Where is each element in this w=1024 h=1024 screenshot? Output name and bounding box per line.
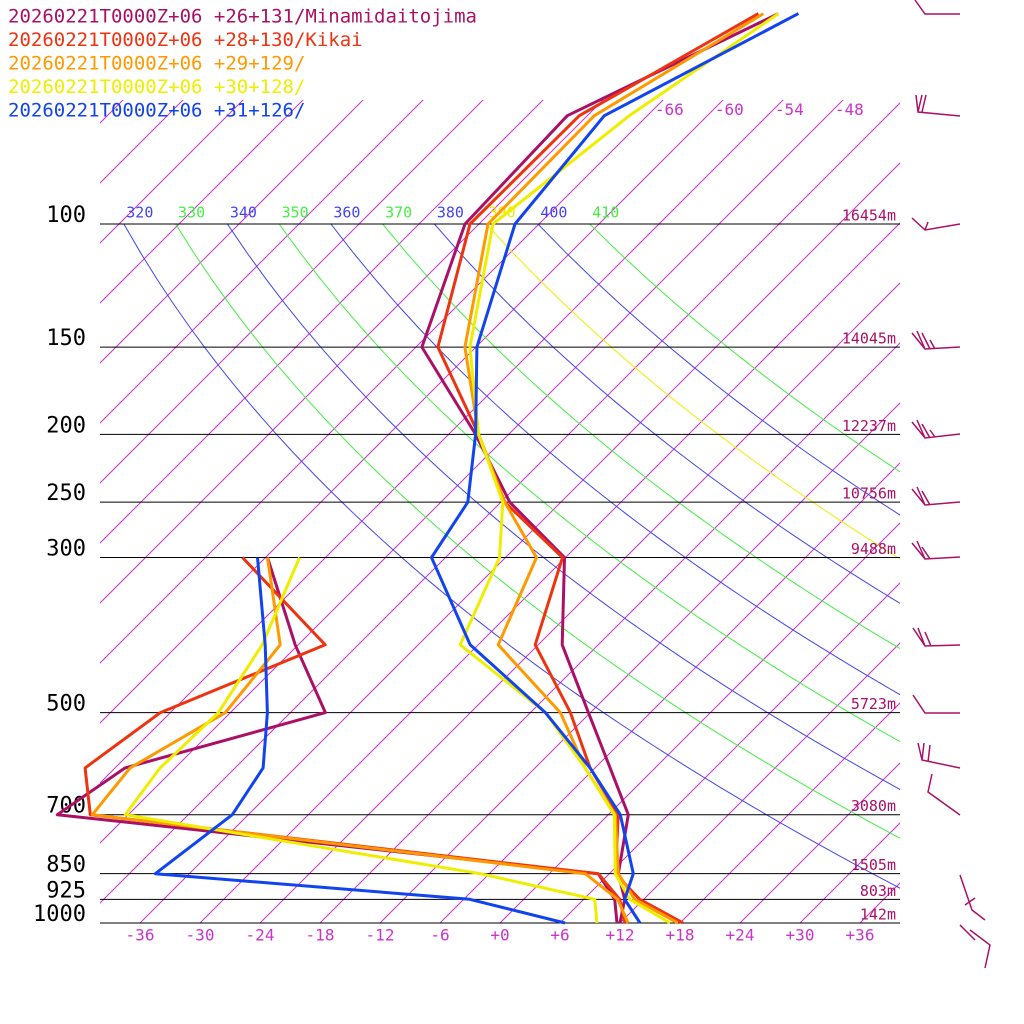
x-tick-label: +24 [726, 926, 755, 945]
pressure-label: 100 [46, 203, 86, 228]
x-tick-label: +36 [846, 926, 875, 945]
pressure-label: 200 [46, 413, 86, 438]
isotherm-label: -66 [655, 100, 684, 119]
legend-entry: 20260221T0000Z+06 +26+131/Minamidaitojim… [8, 6, 477, 28]
isotherm [100, 100, 664, 664]
legend-entry: 20260221T0000Z+06 +31+126/ [8, 100, 305, 122]
dry-adiabat [278, 224, 900, 743]
legend: 20260221T0000Z+06 +26+131/Minamidaitojim… [8, 6, 477, 122]
x-tick-label: +12 [606, 926, 635, 945]
isotherm [100, 100, 244, 244]
legend-entry: 20260221T0000Z+06 +28+130/Kikai [8, 29, 363, 51]
temperature-line [458, 12, 780, 925]
isotherm [799, 822, 900, 923]
temperature-line [463, 12, 765, 925]
isotherm [319, 342, 900, 923]
x-tick-label: -24 [246, 926, 275, 945]
pressure-label: 925 [46, 878, 86, 903]
height-label: 1505m [851, 856, 896, 874]
theta-label: 380 [437, 204, 464, 222]
x-tick-label: +6 [550, 926, 569, 945]
x-tick-label: -36 [126, 926, 155, 945]
x-tick-label: -30 [186, 926, 215, 945]
height-label: 12237m [842, 417, 896, 435]
theta-label: 320 [126, 204, 153, 222]
pressure-label: 250 [46, 481, 86, 506]
isotherm [199, 222, 900, 923]
isotherm-label: -60 [715, 100, 744, 119]
isotherm [0, 14, 149, 923]
height-label: 16454m [842, 207, 896, 225]
isotherm [100, 100, 724, 724]
wind-barbs [911, 0, 991, 969]
isotherm [859, 882, 900, 923]
dry-adiabat [485, 224, 900, 560]
isotherm [100, 100, 184, 184]
x-tick-label: -12 [366, 926, 395, 945]
pressure-label: 300 [46, 537, 86, 562]
height-label: 803m [860, 882, 896, 900]
theta-label: 400 [540, 204, 567, 222]
x-tick-label: +30 [786, 926, 815, 945]
temperature-line [430, 12, 800, 924]
dewpoint-line [153, 557, 566, 925]
isotherm [100, 100, 484, 484]
legend-entry: 20260221T0000Z+06 +30+128/ [8, 76, 305, 98]
isotherm [100, 100, 844, 844]
dry-adiabat [175, 224, 900, 839]
isotherm [679, 702, 900, 923]
pressure-label: 150 [46, 326, 86, 351]
dry-adiabat [226, 224, 900, 790]
isotherms [0, 14, 900, 923]
isotherm [499, 522, 900, 923]
dewpoint-line [123, 556, 599, 924]
isotherm [619, 642, 900, 923]
theta-label: 350 [282, 204, 309, 222]
height-label: 3080m [851, 797, 896, 815]
x-tick-label: +18 [666, 926, 695, 945]
dry-adiabat [537, 224, 900, 516]
isotherm [559, 582, 900, 923]
dry-adiabat [382, 224, 900, 650]
isotherm [439, 462, 900, 923]
dry-adiabat [589, 224, 900, 473]
isotherm [100, 100, 604, 604]
height-label: 10756m [842, 485, 896, 503]
isotherm [379, 402, 900, 923]
theta-label: 330 [178, 204, 205, 222]
dewpoint-line [90, 557, 630, 924]
height-label: 9488m [851, 540, 896, 558]
temperature-line [420, 12, 780, 924]
isotherm-label: -48 [835, 100, 864, 119]
height-label: 142m [860, 906, 896, 924]
pressure-label: 1000 [33, 902, 86, 927]
pressure-label: 850 [46, 853, 86, 878]
x-tick-label: -6 [430, 926, 449, 945]
theta-label: 340 [230, 204, 257, 222]
isotherm [100, 100, 124, 124]
x-tick-label: -18 [306, 926, 335, 945]
isotherm-label: -54 [775, 100, 804, 119]
theta-label: 410 [592, 204, 619, 222]
theta-label: 360 [333, 204, 360, 222]
isotherm [139, 162, 900, 923]
height-label: 14045m [842, 330, 896, 348]
dewpoint-line [83, 556, 627, 924]
isotherm [100, 100, 424, 424]
profiles [55, 12, 800, 925]
x-tick-label: +0 [490, 926, 509, 945]
theta-label: 370 [385, 204, 412, 222]
pressure-label: 500 [46, 692, 86, 717]
isotherm [100, 100, 544, 544]
isotherm [259, 282, 900, 923]
isotherm [100, 100, 304, 304]
isotherm [100, 100, 784, 784]
isotherm [739, 762, 900, 923]
legend-entry: 20260221T0000Z+06 +29+129/ [8, 53, 305, 75]
height-label: 5723m [851, 695, 896, 713]
isotherm [100, 100, 364, 364]
isotherm [100, 102, 900, 904]
